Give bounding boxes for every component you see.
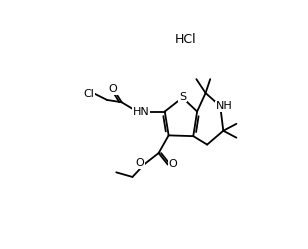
Text: O: O <box>168 159 177 169</box>
Text: Cl: Cl <box>83 89 94 99</box>
Text: O: O <box>109 84 118 94</box>
Text: HCl: HCl <box>175 33 197 46</box>
Text: HN: HN <box>132 107 149 117</box>
Text: S: S <box>179 92 186 102</box>
Text: NH: NH <box>216 101 233 111</box>
Text: O: O <box>136 158 144 168</box>
